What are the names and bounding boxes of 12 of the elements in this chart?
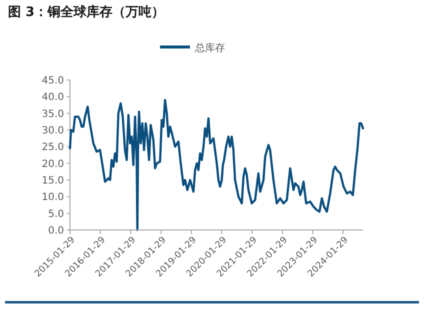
y-tick-label: 35.0	[42, 108, 64, 120]
y-tick-label: 45.0	[42, 76, 64, 86]
y-tick-label: 30.0	[42, 126, 64, 136]
y-tick-label: 5.0	[48, 208, 64, 220]
legend-label: 总库存	[194, 42, 225, 54]
y-tick-label: 15.0	[42, 176, 64, 186]
chart-title: 图 3：铜全球库存（万吨）	[8, 4, 165, 20]
y-tick-label: 0.0	[48, 226, 64, 236]
y-tick-label: 25.0	[42, 142, 64, 154]
y-tick-label: 40.0	[42, 92, 64, 104]
y-tick-label: 20.0	[42, 158, 64, 170]
y-tick-label: 10.0	[42, 192, 64, 204]
